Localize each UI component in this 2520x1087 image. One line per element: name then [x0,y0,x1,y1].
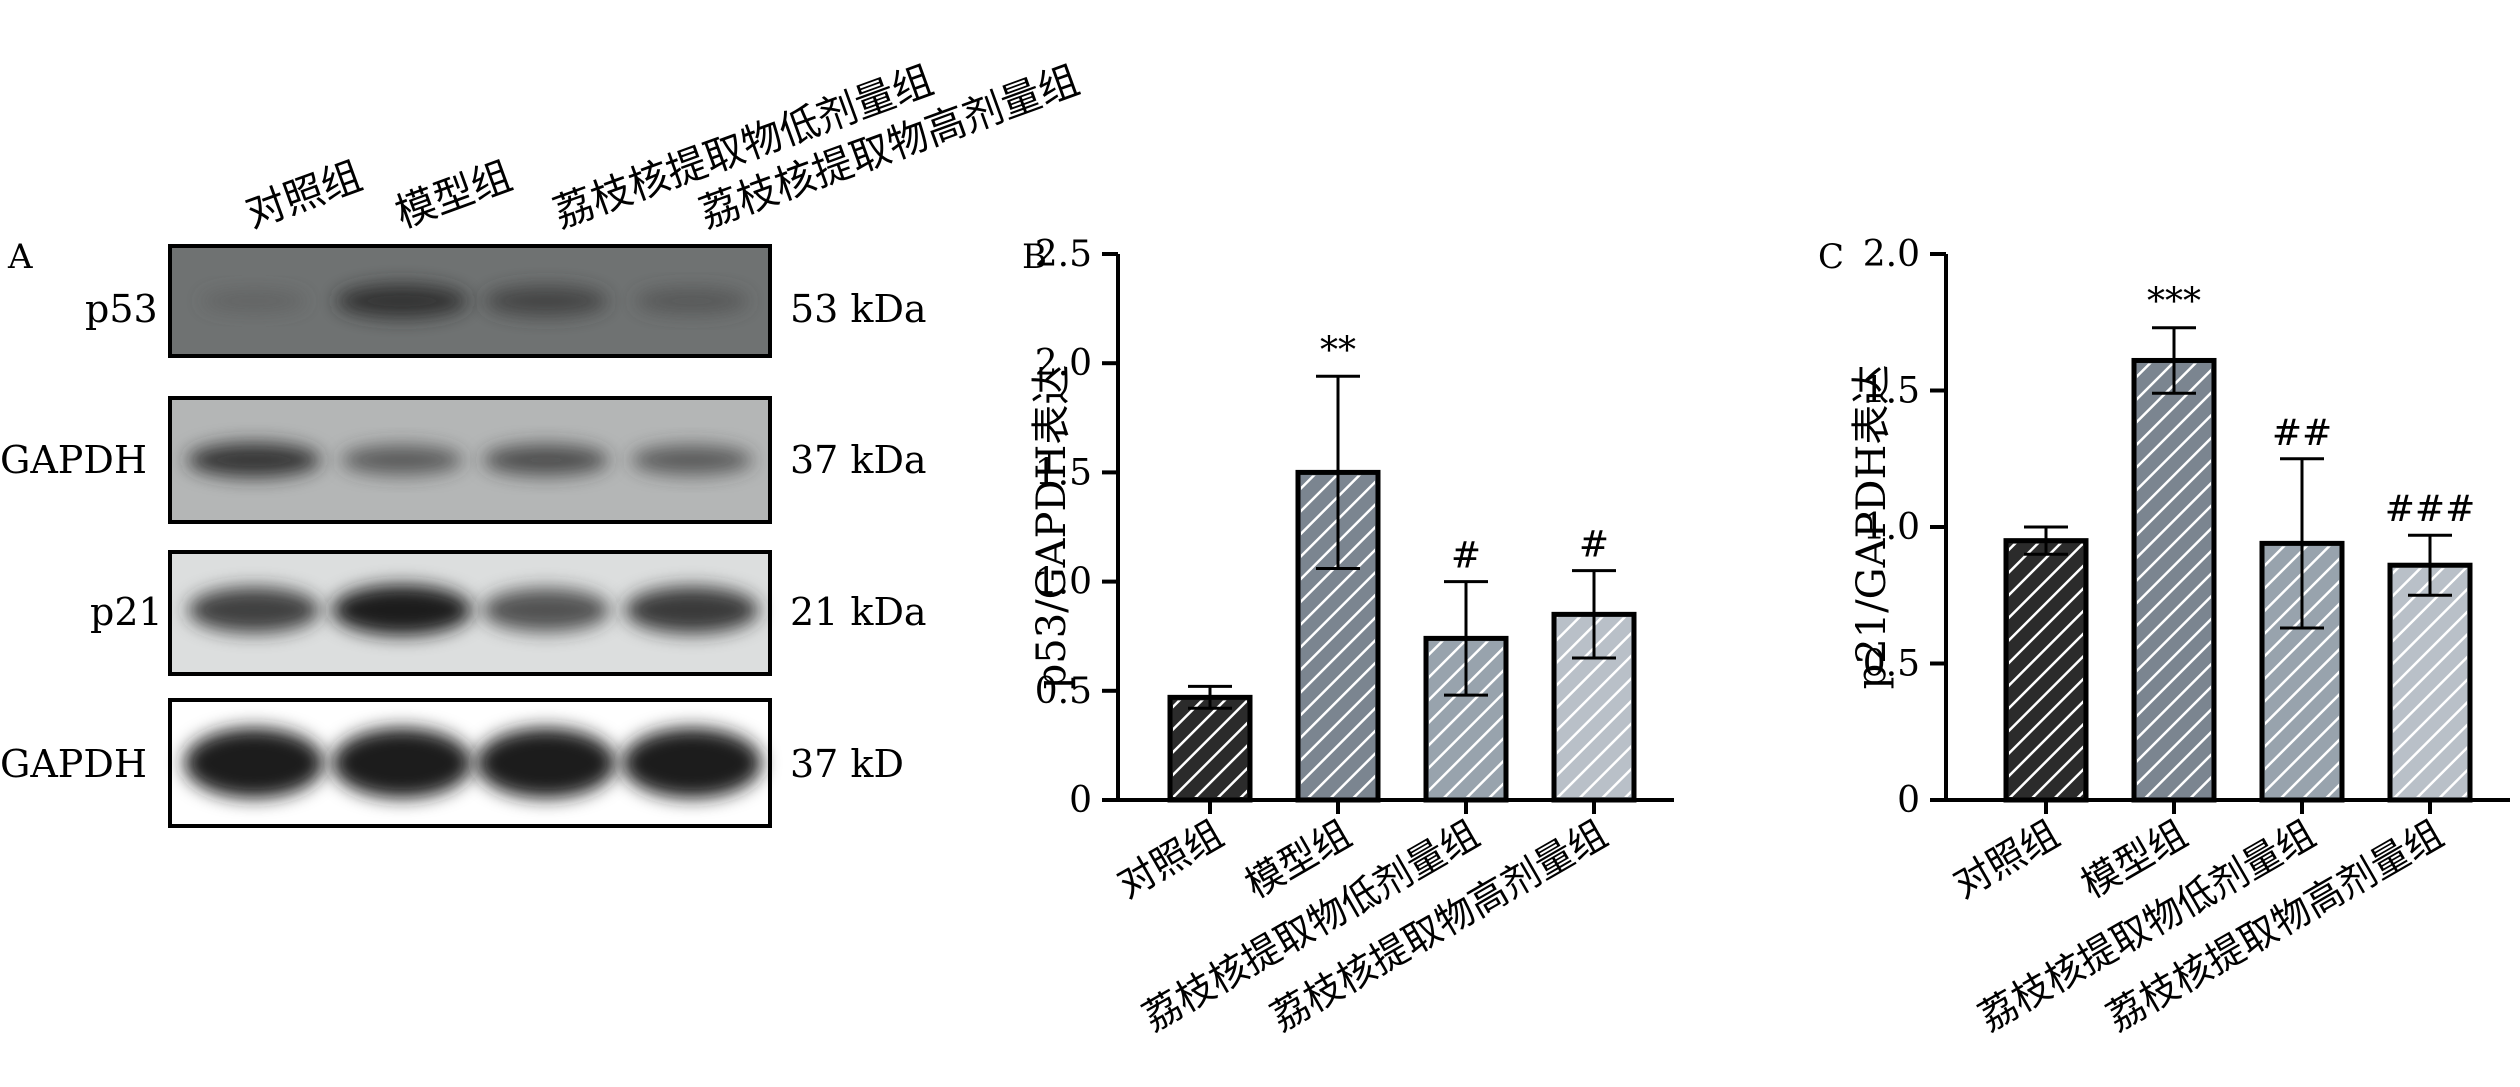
blot-band [201,289,307,313]
blot-size-label: 37 kD [790,742,904,786]
blot-row: GAPDH 37 kDa [0,396,927,524]
blot-row: GAPDH 37 kD [0,698,904,828]
blot-band [622,727,762,799]
blot-band [332,727,472,799]
significance-annotation: # [1579,525,1609,566]
blot-band [625,586,759,634]
blot-row: p53 53 kDa [85,244,927,358]
significance-annotation: # [1451,536,1481,577]
bar-hatch [2393,568,2467,797]
blot-band [188,587,320,633]
western-blot-panel: A 对照组 模型组 荔枝核提取物低剂量组 荔枝核提取物高剂量组 p53 53 k… [0,57,1086,828]
blot-protein-label: p21 [90,590,163,634]
y-axis-label: p53/GAPDH表达 [1029,365,1075,690]
significance-annotation: ### [2385,489,2476,530]
y-tick-label: 0 [1897,780,1920,821]
blot-size-label: 21 kDa [790,590,927,634]
panel-a-label: A [7,237,33,277]
blot-band [476,727,616,799]
blot-band [635,287,749,315]
x-category-label: 对照组 [1946,812,2067,907]
panel-label: B [1022,237,1047,277]
y-tick-label: 1.0 [1035,562,1092,603]
blot-bands [201,284,749,318]
lane-label: 模型组 [390,153,518,237]
blot-band [484,285,608,317]
bar-hatch [2009,543,2083,797]
y-tick-label: 1.5 [1035,452,1092,493]
bar-hatch [2137,363,2211,797]
blot-protein-label: GAPDH [0,742,147,786]
blot-band [631,445,753,475]
blot-size-label: 53 kDa [790,287,927,331]
blot-bands [187,442,753,478]
blot-band [332,584,472,636]
blot-bands [184,727,762,799]
y-tick-label: 1.5 [1863,371,1920,412]
blot-band [482,588,610,632]
significance-annotation: ## [2272,413,2332,454]
y-tick-label: 0.5 [1863,644,1920,685]
y-tick-label: 2.5 [1035,234,1092,275]
y-tick-label: 2.0 [1035,343,1092,384]
blot-rows: p53 53 kDa GAPDH 37 kDa p21 21 kDa [0,244,927,828]
significance-annotation: *** [2147,282,2201,323]
lane-label: 对照组 [240,153,368,237]
blot-bands [188,584,759,636]
blot-row: p21 21 kDa [90,550,927,676]
blot-band [184,727,324,799]
y-tick-label: 2.0 [1863,234,1920,275]
y-axis-label: p21/GAPDH表达 [1849,365,1895,690]
y-tick-label: 0 [1069,780,1092,821]
blot-band [336,284,468,318]
y-tick-label: 0.5 [1035,671,1092,712]
x-category-label: 对照组 [1110,812,1231,907]
bar-hatch [1173,700,1247,797]
p53-bar-chart: B00.51.01.52.02.5p53/GAPDH表达对照组**模型组#荔枝核… [1022,234,1674,1040]
blot-band [187,442,321,478]
p21-bar-chart: C00.51.01.52.0p21/GAPDH表达对照组***模型组##荔枝核提… [1818,234,2510,1040]
blot-protein-label: p53 [85,287,158,331]
lane-labels: 对照组 模型组 荔枝核提取物低剂量组 荔枝核提取物高剂量组 [240,57,1086,237]
y-tick-label: 1.0 [1863,507,1920,548]
blot-size-label: 37 kDa [790,438,927,482]
significance-annotation: ** [1320,330,1356,371]
blot-band [483,444,609,476]
blot-band [341,445,463,475]
panel-label: C [1818,237,1844,277]
blot-protein-label: GAPDH [0,438,147,482]
